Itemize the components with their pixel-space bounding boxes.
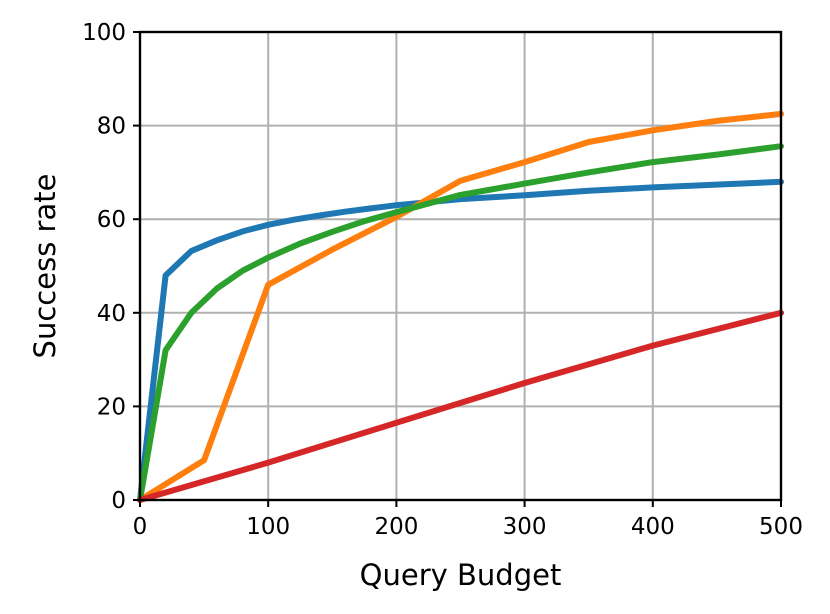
- y-axis-label: Success rate: [28, 174, 62, 359]
- series-line-2: [137, 110, 784, 503]
- x-axis-label: Query Budget: [360, 558, 562, 592]
- series-line-3: [137, 143, 784, 503]
- y-tick-label-2: 40: [97, 301, 126, 327]
- y-tick-label-3: 60: [97, 207, 126, 233]
- axis-ticks: 0 100 200 300 400 500 0 20 40 60 80 100: [82, 20, 803, 540]
- series-group: [137, 110, 784, 503]
- y-tick-label-0: 0: [111, 488, 126, 514]
- y-tick-label-5: 100: [82, 20, 126, 46]
- series-line-4: [137, 309, 784, 503]
- x-tick-label-1: 100: [246, 514, 290, 540]
- x-tick-label-0: 0: [133, 514, 148, 540]
- x-tick-label-2: 200: [374, 514, 418, 540]
- x-tick-label-4: 400: [631, 514, 675, 540]
- series-line-1: [137, 178, 784, 503]
- x-tick-label-3: 300: [503, 514, 547, 540]
- x-tick-label-5: 500: [759, 514, 803, 540]
- grid: [139, 31, 782, 501]
- y-tick-label-4: 80: [97, 114, 126, 140]
- y-tick-label-1: 20: [97, 394, 126, 420]
- plot-frame: [138, 30, 783, 502]
